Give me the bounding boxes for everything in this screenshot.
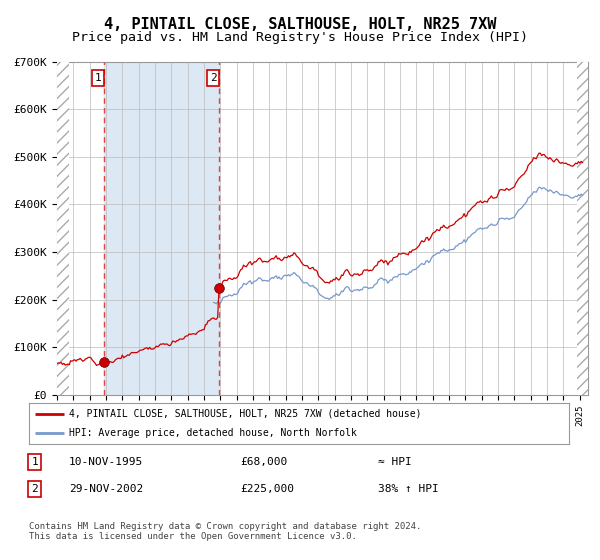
Bar [57, 62, 69, 395]
Text: £68,000: £68,000 [240, 457, 287, 467]
Text: 10-NOV-1995: 10-NOV-1995 [69, 457, 143, 467]
Bar [104, 62, 219, 395]
Text: 1: 1 [31, 457, 38, 467]
Text: Price paid vs. HM Land Registry's House Price Index (HPI): Price paid vs. HM Land Registry's House … [72, 31, 528, 44]
Text: 38% ↑ HPI: 38% ↑ HPI [378, 484, 439, 494]
Text: 2: 2 [210, 73, 217, 83]
Text: 29-NOV-2002: 29-NOV-2002 [69, 484, 143, 494]
Text: ≈ HPI: ≈ HPI [378, 457, 412, 467]
Text: HPI: Average price, detached house, North Norfolk: HPI: Average price, detached house, Nort… [70, 428, 357, 438]
Text: 1: 1 [95, 73, 101, 83]
Text: £225,000: £225,000 [240, 484, 294, 494]
Text: 4, PINTAIL CLOSE, SALTHOUSE, HOLT, NR25 7XW (detached house): 4, PINTAIL CLOSE, SALTHOUSE, HOLT, NR25 … [70, 409, 422, 419]
Text: Contains HM Land Registry data © Crown copyright and database right 2024.
This d: Contains HM Land Registry data © Crown c… [29, 522, 421, 542]
Bar [577, 62, 600, 395]
Text: 4, PINTAIL CLOSE, SALTHOUSE, HOLT, NR25 7XW: 4, PINTAIL CLOSE, SALTHOUSE, HOLT, NR25 … [104, 17, 496, 32]
Text: 2: 2 [31, 484, 38, 494]
